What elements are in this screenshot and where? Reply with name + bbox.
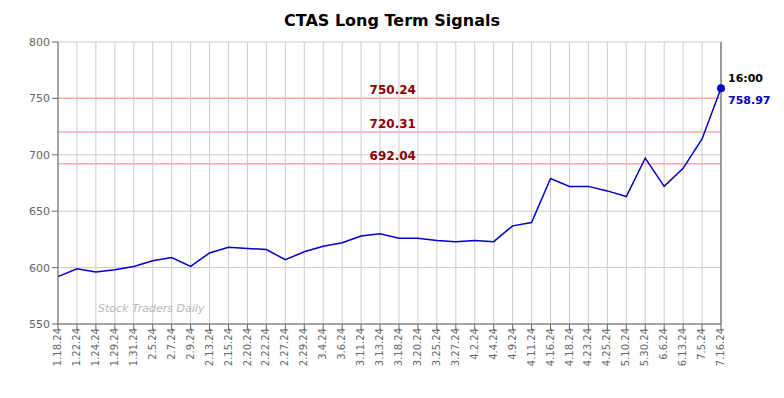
svg-text:3.11.24: 3.11.24	[355, 328, 366, 366]
svg-text:1.31.24: 1.31.24	[128, 328, 139, 366]
svg-text:3.6.24: 3.6.24	[336, 328, 347, 360]
svg-text:5.30.24: 5.30.24	[639, 328, 650, 366]
svg-text:16:00: 16:00	[728, 72, 763, 85]
svg-text:3.18.24: 3.18.24	[393, 328, 404, 366]
svg-text:692.04: 692.04	[370, 149, 416, 163]
svg-text:650: 650	[29, 205, 50, 218]
svg-text:4.4.24: 4.4.24	[488, 328, 499, 360]
svg-text:3.4.24: 3.4.24	[317, 328, 328, 360]
svg-text:750.24: 750.24	[370, 83, 416, 97]
svg-text:1.24.24: 1.24.24	[90, 328, 101, 366]
svg-text:2.15.24: 2.15.24	[223, 328, 234, 366]
svg-text:700: 700	[29, 149, 50, 162]
svg-text:7.16.24: 7.16.24	[715, 328, 726, 366]
svg-text:2.13.24: 2.13.24	[204, 328, 215, 366]
svg-text:4.11.24: 4.11.24	[526, 328, 537, 366]
svg-text:2.9.24: 2.9.24	[185, 328, 196, 360]
svg-text:2.20.24: 2.20.24	[242, 328, 253, 366]
svg-text:4.18.24: 4.18.24	[564, 328, 575, 366]
html-text:CTAS Long Term Signals: CTAS Long Term Signals	[284, 11, 500, 30]
svg-text:600: 600	[29, 262, 50, 275]
svg-text:4.16.24: 4.16.24	[545, 328, 556, 366]
svg-text:750: 750	[29, 92, 50, 105]
svg-text:4.25.24: 4.25.24	[601, 328, 612, 366]
svg-text:Stock Traders Daily: Stock Traders Daily	[98, 302, 205, 315]
svg-text:6.6.24: 6.6.24	[658, 328, 669, 360]
svg-text:550: 550	[29, 318, 50, 331]
svg-text:5.10.24: 5.10.24	[620, 328, 631, 366]
svg-text:4.9.24: 4.9.24	[507, 328, 518, 360]
svg-text:2.27.24: 2.27.24	[279, 328, 290, 366]
svg-text:2.29.24: 2.29.24	[298, 328, 309, 366]
svg-text:3.20.24: 3.20.24	[412, 328, 423, 366]
svg-text:2.22.24: 2.22.24	[260, 328, 271, 366]
svg-text:4.2.24: 4.2.24	[469, 328, 480, 360]
svg-text:1.29.24: 1.29.24	[109, 328, 120, 366]
svg-text:758.97: 758.97	[728, 94, 770, 107]
svg-text:7.5.24: 7.5.24	[696, 328, 707, 360]
svg-text:2.7.24: 2.7.24	[166, 328, 177, 360]
svg-text:2.5.24: 2.5.24	[147, 328, 158, 360]
svg-text:720.31: 720.31	[370, 117, 416, 131]
svg-text:3.27.24: 3.27.24	[450, 328, 461, 366]
svg-text:6.13.24: 6.13.24	[677, 328, 688, 366]
svg-text:1.22.24: 1.22.24	[71, 328, 82, 366]
svg-text:3.13.24: 3.13.24	[374, 328, 385, 366]
svg-text:1.18.24: 1.18.24	[52, 328, 63, 366]
svg-text:4.23.24: 4.23.24	[583, 328, 594, 366]
svg-text:3.25.24: 3.25.24	[431, 328, 442, 366]
svg-text:800: 800	[29, 36, 50, 49]
